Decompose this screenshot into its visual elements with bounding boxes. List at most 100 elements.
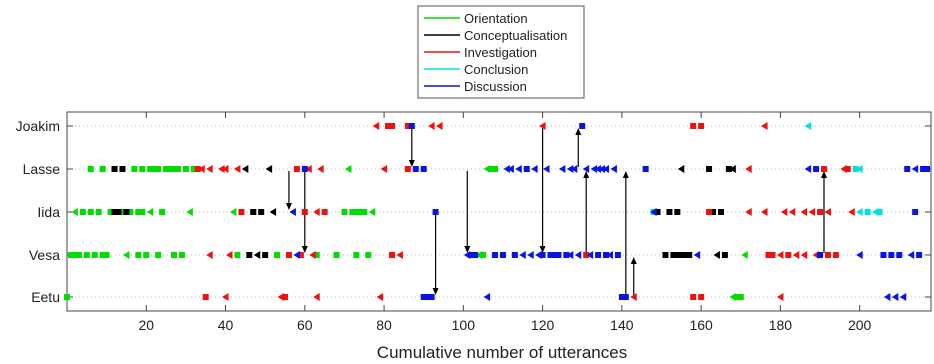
data-point-square: [412, 166, 419, 172]
data-point-square: [654, 209, 661, 215]
data-point-triangle: [907, 251, 915, 259]
data-point-square: [432, 209, 439, 215]
data-point-square: [91, 252, 98, 258]
data-point-square: [83, 252, 90, 258]
x-tick-labels: 20 40 60 80 100 120 140 160 180 200: [138, 317, 871, 333]
data-point-square: [896, 252, 903, 258]
data-point-square: [361, 209, 368, 215]
x-tick-label: 160: [689, 317, 713, 333]
data-point-square: [262, 252, 269, 258]
data-point-square: [852, 166, 859, 172]
data-point-triangle: [792, 251, 800, 259]
data-point-triangle: [582, 165, 590, 173]
data-markers: [64, 122, 931, 301]
data-point-square: [824, 252, 831, 258]
data-point-triangle: [269, 208, 277, 216]
data-point-square: [670, 252, 677, 258]
data-point-triangle: [241, 165, 249, 173]
transition-arrow-head: [285, 203, 292, 210]
transition-arrow-head: [630, 257, 637, 264]
data-point-square: [674, 209, 681, 215]
data-point-square: [75, 252, 82, 258]
data-point-square: [817, 209, 824, 215]
data-point-square: [765, 252, 772, 258]
data-point-square: [428, 294, 435, 300]
data-point-square: [147, 166, 154, 172]
data-point-square: [115, 209, 122, 215]
legend-label-conclusion: Conclusion: [464, 62, 528, 77]
data-point-triangle: [293, 251, 300, 259]
data-point-triangle: [574, 251, 582, 259]
data-point-square: [139, 209, 146, 215]
data-point-square: [717, 209, 724, 215]
data-point-triangle: [483, 293, 491, 301]
data-point-square: [385, 123, 392, 129]
transition-arrow-head: [622, 171, 629, 178]
data-point-square: [127, 209, 134, 215]
data-point-square: [163, 166, 170, 172]
data-point-square: [769, 252, 776, 258]
y-tick-label-eetu: Eetu: [31, 289, 60, 305]
data-point-triangle: [856, 251, 863, 259]
data-point-triangle: [776, 293, 784, 301]
data-point-triangle: [804, 165, 812, 173]
data-point-square: [888, 252, 895, 258]
data-point-triangle: [233, 165, 241, 173]
data-point-square: [864, 209, 871, 215]
data-point-square: [682, 252, 689, 258]
legend-label-discussion: Discussion: [464, 79, 527, 94]
data-point-triangle: [376, 293, 384, 301]
x-tick-label: 200: [848, 317, 872, 333]
data-point-triangle: [186, 208, 193, 216]
data-point-triangle: [218, 165, 225, 173]
data-point-square: [297, 252, 304, 258]
data-point-square: [178, 252, 185, 258]
data-point-triangle: [229, 208, 237, 216]
data-point-square: [190, 166, 197, 172]
data-point-square: [674, 252, 681, 258]
data-point-square: [662, 252, 669, 258]
data-point-square: [353, 252, 360, 258]
data-point-square: [603, 252, 610, 258]
data-point-triangle: [527, 251, 534, 259]
data-point-triangle: [566, 165, 574, 173]
data-point-triangle: [543, 165, 550, 173]
data-point-triangle: [606, 251, 613, 259]
legend-label-conceptualisation: Conceptualisation: [464, 28, 567, 43]
data-point-square: [666, 209, 673, 215]
data-point-triangle: [305, 165, 312, 173]
x-tick-label: 40: [218, 317, 234, 333]
data-point-square: [321, 209, 328, 215]
data-point-square: [171, 166, 178, 172]
legend-label-orientation: Orientation: [464, 11, 528, 26]
data-point-square: [492, 252, 499, 258]
data-point-triangle: [222, 293, 229, 301]
data-point-square: [468, 252, 475, 258]
data-point-triangle: [650, 208, 657, 216]
data-point-triangle: [519, 251, 526, 259]
data-point-square: [87, 209, 94, 215]
data-point-triangle: [265, 165, 273, 173]
data-point-square: [876, 209, 883, 215]
data-point-square: [107, 209, 114, 215]
data-point-square: [555, 252, 562, 258]
data-point-square: [285, 252, 292, 258]
data-point-square: [388, 123, 395, 129]
data-point-square: [706, 209, 713, 215]
data-point-square: [844, 166, 851, 172]
data-point-triangle: [558, 165, 566, 173]
data-point-square: [357, 209, 364, 215]
data-point-triangle: [309, 251, 316, 259]
y-tick-label-lasse: Lasse: [23, 161, 61, 177]
data-point-square: [258, 209, 265, 215]
data-point-square: [642, 166, 649, 172]
data-point-triangle: [531, 165, 538, 173]
data-point-square: [614, 252, 621, 258]
data-point-triangle: [380, 165, 388, 173]
data-point-square: [341, 209, 348, 215]
data-point-square: [365, 252, 372, 258]
data-point-triangle: [206, 251, 213, 259]
data-point-triangle: [883, 293, 891, 301]
data-point-square: [920, 166, 927, 172]
